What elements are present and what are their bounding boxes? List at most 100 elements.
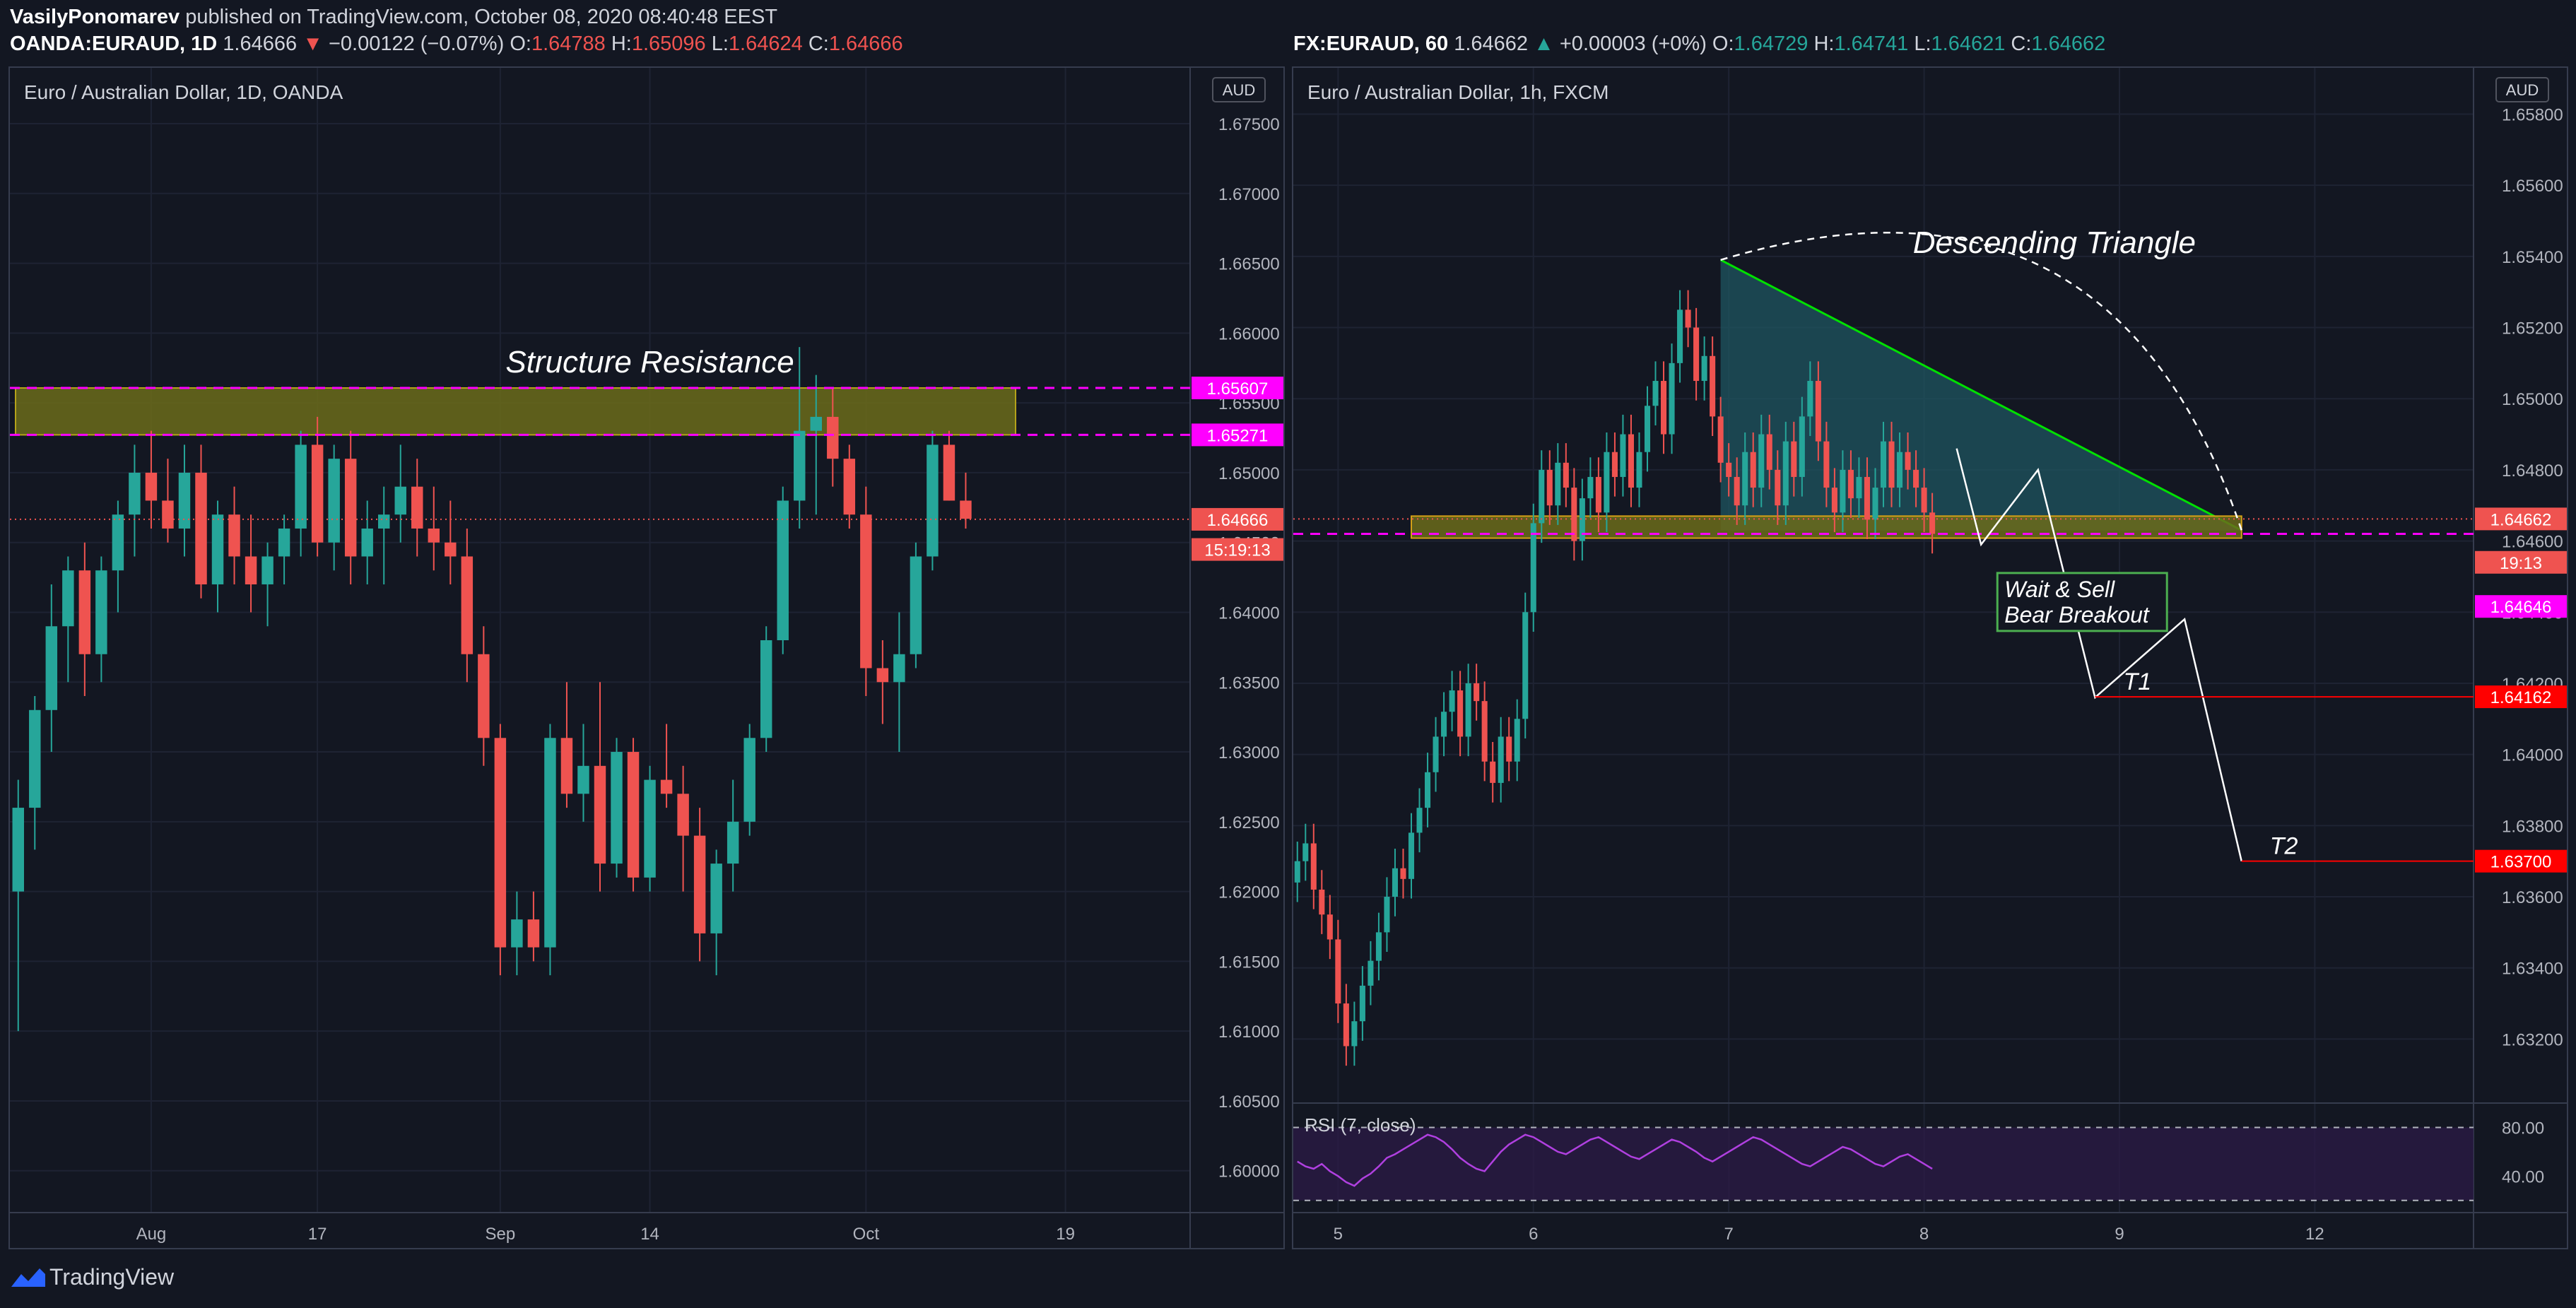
candle-body bbox=[1799, 416, 1805, 477]
price-label-box bbox=[1192, 507, 1283, 531]
left-close: 1.64666 bbox=[828, 33, 903, 55]
left-low-label: L: bbox=[711, 33, 729, 55]
chart-title: Euro / Australian Dollar, 1D, OANDA bbox=[24, 81, 343, 103]
candle-body bbox=[1587, 476, 1594, 499]
candle-body bbox=[1628, 434, 1634, 488]
candle-body bbox=[162, 500, 174, 529]
currency-badge bbox=[1212, 77, 1266, 102]
candle-body bbox=[1888, 441, 1895, 488]
footer: TradingView bbox=[0, 1254, 2576, 1308]
annotation-line-1: Wait & Sell bbox=[2004, 577, 2115, 602]
candle-body bbox=[1546, 469, 1553, 506]
candle-body bbox=[195, 472, 207, 584]
y-tick-label: 1.67000 bbox=[1218, 185, 1280, 204]
projection-arc bbox=[1720, 232, 2242, 531]
candle-body bbox=[710, 864, 722, 933]
candle-body bbox=[394, 486, 406, 515]
left-low: 1.64624 bbox=[728, 33, 803, 55]
publisher-name[interactable]: VasilyPonomarev bbox=[10, 6, 180, 28]
price-label-text: 1.64662 bbox=[2490, 510, 2552, 529]
left-high: 1.65096 bbox=[631, 33, 706, 55]
y-tick-label: 1.62000 bbox=[1218, 883, 1280, 902]
y-tick-label: 1.65400 bbox=[2502, 248, 2563, 267]
candle-body bbox=[1758, 434, 1765, 488]
left-close-label: C: bbox=[808, 33, 829, 55]
candle-body bbox=[1921, 488, 1927, 513]
y-tick-label: 1.63500 bbox=[1218, 673, 1280, 693]
candle-body bbox=[428, 528, 440, 543]
candle-body bbox=[1522, 612, 1529, 719]
candle-body bbox=[328, 459, 340, 543]
rsi-tick-label: 80.00 bbox=[2502, 1119, 2544, 1138]
candle-body bbox=[344, 459, 357, 557]
y-tick-label: 1.64000 bbox=[1218, 603, 1280, 623]
candle-body bbox=[611, 752, 623, 864]
candle-body bbox=[794, 430, 806, 501]
candle-body bbox=[494, 738, 507, 948]
candle-body bbox=[228, 514, 240, 557]
y-tick-label: 1.67500 bbox=[1218, 115, 1280, 134]
brand-name[interactable]: TradingView bbox=[49, 1264, 175, 1290]
currency-label: AUD bbox=[1223, 81, 1255, 99]
left-symbol[interactable]: OANDA:EURAUD, 1D bbox=[10, 33, 218, 55]
candle-body bbox=[511, 919, 523, 948]
candle-body bbox=[1840, 469, 1846, 513]
candle-body bbox=[278, 528, 290, 557]
left-change: −0.00122 (−0.07%) bbox=[328, 33, 505, 55]
tradingview-logo-icon[interactable] bbox=[8, 1264, 48, 1292]
candle-body bbox=[1620, 434, 1626, 477]
candle-body bbox=[1685, 310, 1691, 328]
candle-body bbox=[361, 528, 373, 557]
chart-title: Euro / Australian Dollar, 1h, FXCM bbox=[1307, 81, 1608, 103]
x-tick-label: 14 bbox=[640, 1225, 659, 1244]
candle-body bbox=[644, 779, 656, 878]
down-arrow-icon: ▼ bbox=[302, 33, 323, 55]
left-chart-svg[interactable]: 1.675001.670001.665001.660001.655001.650… bbox=[10, 68, 1283, 1248]
candle-body bbox=[1595, 476, 1601, 513]
candle-body bbox=[461, 556, 474, 654]
candle-body bbox=[1742, 452, 1748, 506]
y-tick-label: 1.61000 bbox=[1218, 1023, 1280, 1042]
right-close-label: C: bbox=[2011, 33, 2032, 55]
candle-body bbox=[960, 500, 972, 519]
right-symbol[interactable]: FX:EURAUD, 60 bbox=[1293, 33, 1449, 55]
candle-body bbox=[1457, 690, 1464, 737]
candle-body bbox=[860, 514, 872, 668]
candle-body bbox=[1847, 469, 1854, 499]
candle-body bbox=[544, 738, 556, 948]
x-tick-label: 9 bbox=[2115, 1225, 2124, 1244]
candle-body bbox=[1823, 441, 1830, 488]
candle-body bbox=[1636, 452, 1642, 488]
right-low-label: L: bbox=[1914, 33, 1931, 55]
price-label-box bbox=[2475, 849, 2567, 873]
x-tick-label: Sep bbox=[486, 1225, 516, 1244]
candle-body bbox=[927, 444, 939, 557]
candle-body bbox=[1425, 772, 1431, 808]
candle-body bbox=[261, 556, 274, 584]
candle-body bbox=[1359, 985, 1365, 1022]
right-chart-svg[interactable]: 1.65800 1.65600 1.65400 1.65200 1.65000 1.648… bbox=[1293, 68, 2567, 1248]
candle-body bbox=[1571, 488, 1577, 541]
descending-triangle-label: Descending Triangle bbox=[1913, 225, 2196, 260]
candle-body bbox=[1310, 843, 1317, 890]
candle-body bbox=[1726, 462, 1732, 477]
candle-body bbox=[377, 514, 390, 529]
left-open-label: O: bbox=[510, 33, 531, 55]
left-symbol-legend: OANDA:EURAUD, 1D 1.64666 ▼ −0.00122 (−0.… bbox=[10, 33, 903, 56]
candle-body bbox=[1449, 690, 1455, 712]
left-open: 1.64788 bbox=[531, 33, 606, 55]
candle-body bbox=[112, 514, 124, 571]
candle-body bbox=[1710, 355, 1716, 417]
x-tick-label: Aug bbox=[136, 1225, 167, 1244]
candle-body bbox=[1563, 462, 1569, 488]
right-change: +0.00003 (+0%) bbox=[1559, 33, 1707, 55]
candle-body bbox=[1807, 381, 1813, 417]
y-tick-label: 1.60500 bbox=[1218, 1092, 1280, 1112]
target-label: T2 bbox=[2270, 833, 2298, 860]
candle-body bbox=[827, 416, 839, 459]
right-chart-panel[interactable]: 1.65800 1.65600 1.65400 1.65200 1.65000 1.648… bbox=[1292, 66, 2568, 1249]
left-chart-panel[interactable]: 1.67500 1.67000 1.66500 1.66000 1.65500 1.650… bbox=[8, 66, 1285, 1249]
candle-body bbox=[727, 821, 739, 864]
candle-body bbox=[777, 500, 789, 640]
x-tick-label: 12 bbox=[2305, 1225, 2324, 1244]
